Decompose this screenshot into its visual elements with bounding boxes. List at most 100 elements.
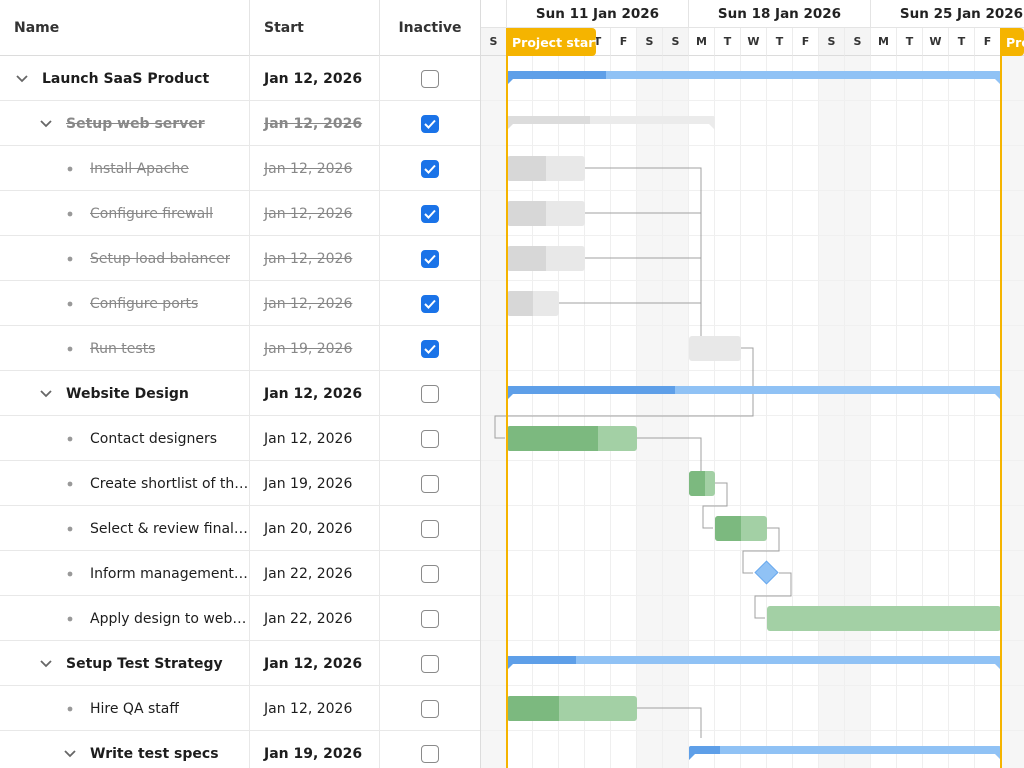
cell-start[interactable]: Jan 12, 2026 bbox=[250, 236, 380, 281]
inactive-checkbox[interactable] bbox=[421, 294, 439, 313]
dependency-line[interactable] bbox=[559, 302, 702, 336]
inactive-checkbox[interactable] bbox=[421, 384, 439, 403]
inactive-checkbox[interactable] bbox=[421, 744, 439, 763]
task-row[interactable]: Launch SaaS Product Jan 12, 2026 bbox=[0, 56, 480, 101]
cell-start[interactable]: Jan 12, 2026 bbox=[250, 371, 380, 416]
cell-name[interactable]: Configure ports bbox=[0, 281, 250, 326]
task-bar[interactable] bbox=[507, 291, 559, 316]
day-header: M bbox=[871, 28, 897, 56]
inactive-checkbox[interactable] bbox=[421, 339, 439, 358]
inactive-checkbox[interactable] bbox=[421, 69, 439, 88]
summary-bar[interactable] bbox=[507, 656, 1001, 670]
task-row[interactable]: Configure ports Jan 12, 2026 bbox=[0, 281, 480, 326]
task-bar[interactable] bbox=[507, 246, 585, 271]
cell-start[interactable]: Jan 12, 2026 bbox=[250, 686, 380, 731]
task-bar[interactable] bbox=[507, 696, 637, 721]
task-row[interactable]: Run tests Jan 19, 2026 bbox=[0, 326, 480, 371]
task-bar[interactable] bbox=[507, 201, 585, 226]
chevron-down-icon[interactable] bbox=[34, 382, 58, 406]
dependency-line[interactable] bbox=[637, 707, 702, 738]
inactive-checkbox[interactable] bbox=[421, 564, 439, 583]
cell-start[interactable]: Jan 12, 2026 bbox=[250, 56, 380, 101]
task-start-date: Jan 12, 2026 bbox=[264, 70, 363, 87]
dependency-line[interactable] bbox=[754, 572, 792, 619]
task-row[interactable]: Create shortlist of three designers Jan 1… bbox=[0, 461, 480, 506]
task-row[interactable]: Contact designers Jan 12, 2026 bbox=[0, 416, 480, 461]
chevron-down-icon[interactable] bbox=[34, 112, 58, 136]
task-bar[interactable] bbox=[767, 606, 1001, 631]
task-row[interactable]: Configure firewall Jan 12, 2026 bbox=[0, 191, 480, 236]
task-bar[interactable] bbox=[689, 336, 741, 361]
task-row[interactable]: Website Design Jan 12, 2026 bbox=[0, 371, 480, 416]
cell-name[interactable]: Create shortlist of three designers bbox=[0, 461, 250, 506]
cell-name[interactable]: Select & review final design bbox=[0, 506, 250, 551]
cell-name[interactable]: Launch SaaS Product bbox=[0, 56, 250, 101]
inactive-checkbox[interactable] bbox=[421, 474, 439, 493]
dependency-line[interactable] bbox=[585, 212, 702, 336]
cell-start[interactable]: Jan 12, 2026 bbox=[250, 101, 380, 146]
dependency-line[interactable] bbox=[702, 482, 728, 529]
cell-start[interactable]: Jan 12, 2026 bbox=[250, 146, 380, 191]
cell-name[interactable]: Setup Test Strategy bbox=[0, 641, 250, 686]
chevron-down-icon[interactable] bbox=[58, 742, 82, 766]
cell-name[interactable]: Configure firewall bbox=[0, 191, 250, 236]
inactive-checkbox[interactable] bbox=[421, 654, 439, 673]
inactive-checkbox[interactable] bbox=[421, 114, 439, 133]
cell-start[interactable]: Jan 20, 2026 bbox=[250, 506, 380, 551]
bullet-icon bbox=[58, 157, 82, 181]
cell-start[interactable]: Jan 19, 2026 bbox=[250, 731, 380, 768]
task-row[interactable]: Inform management about decision Jan 22, … bbox=[0, 551, 480, 596]
cell-start[interactable]: Jan 19, 2026 bbox=[250, 461, 380, 506]
cell-start[interactable]: Jan 22, 2026 bbox=[250, 551, 380, 596]
summary-bar[interactable] bbox=[689, 746, 1001, 760]
task-row[interactable]: Hire QA staff Jan 12, 2026 bbox=[0, 686, 480, 731]
column-header-name[interactable]: Name bbox=[0, 0, 250, 56]
cell-name[interactable]: Setup web server bbox=[0, 101, 250, 146]
inactive-checkbox[interactable] bbox=[421, 699, 439, 718]
cell-name[interactable]: Website Design bbox=[0, 371, 250, 416]
dependency-line[interactable] bbox=[637, 437, 702, 471]
column-header-inactive[interactable]: Inactive bbox=[398, 20, 462, 36]
cell-start[interactable]: Jan 12, 2026 bbox=[250, 641, 380, 686]
task-row[interactable]: Install Apache Jan 12, 2026 bbox=[0, 146, 480, 191]
cell-start[interactable]: Jan 12, 2026 bbox=[250, 281, 380, 326]
cell-name[interactable]: Write test specs bbox=[0, 731, 250, 768]
cell-name[interactable]: Install Apache bbox=[0, 146, 250, 191]
column-header-start[interactable]: Start bbox=[250, 0, 380, 56]
cell-name[interactable]: Setup load balancer bbox=[0, 236, 250, 281]
task-row[interactable]: Setup Test Strategy Jan 12, 2026 bbox=[0, 641, 480, 686]
chevron-down-icon[interactable] bbox=[10, 67, 34, 91]
summary-bar[interactable] bbox=[507, 71, 1001, 85]
cell-start[interactable]: Jan 12, 2026 bbox=[250, 416, 380, 461]
inactive-checkbox[interactable] bbox=[421, 609, 439, 628]
inactive-checkbox[interactable] bbox=[421, 159, 439, 178]
inactive-checkbox[interactable] bbox=[421, 249, 439, 268]
task-bar[interactable] bbox=[507, 156, 585, 181]
summary-bar[interactable] bbox=[507, 386, 1001, 400]
dependency-line[interactable] bbox=[585, 167, 702, 336]
task-bar[interactable] bbox=[507, 426, 637, 451]
cell-start[interactable]: Jan 19, 2026 bbox=[250, 326, 380, 371]
task-row[interactable]: Apply design to website Jan 22, 2026 bbox=[0, 596, 480, 641]
dependency-line[interactable] bbox=[585, 257, 702, 336]
task-bar[interactable] bbox=[689, 471, 715, 496]
cell-name[interactable]: Hire QA staff bbox=[0, 686, 250, 731]
cell-name[interactable]: Run tests bbox=[0, 326, 250, 371]
summary-bar[interactable] bbox=[507, 116, 715, 130]
dependency-line[interactable] bbox=[494, 347, 754, 439]
cell-start[interactable]: Jan 12, 2026 bbox=[250, 191, 380, 236]
task-row[interactable]: Setup load balancer Jan 12, 2026 bbox=[0, 236, 480, 281]
inactive-checkbox[interactable] bbox=[421, 204, 439, 223]
chevron-down-icon[interactable] bbox=[34, 652, 58, 676]
cell-name[interactable]: Contact designers bbox=[0, 416, 250, 461]
task-row[interactable]: Select & review final design Jan 20, 2026 bbox=[0, 506, 480, 551]
cell-name[interactable]: Apply design to website bbox=[0, 596, 250, 641]
inactive-checkbox[interactable] bbox=[421, 519, 439, 538]
task-row[interactable]: Setup web server Jan 12, 2026 bbox=[0, 101, 480, 146]
task-bar[interactable] bbox=[715, 516, 767, 541]
inactive-checkbox[interactable] bbox=[421, 429, 439, 448]
cell-start[interactable]: Jan 22, 2026 bbox=[250, 596, 380, 641]
dependency-line[interactable] bbox=[742, 527, 780, 574]
cell-name[interactable]: Inform management about decision bbox=[0, 551, 250, 596]
task-row[interactable]: Write test specs Jan 19, 2026 bbox=[0, 731, 480, 768]
